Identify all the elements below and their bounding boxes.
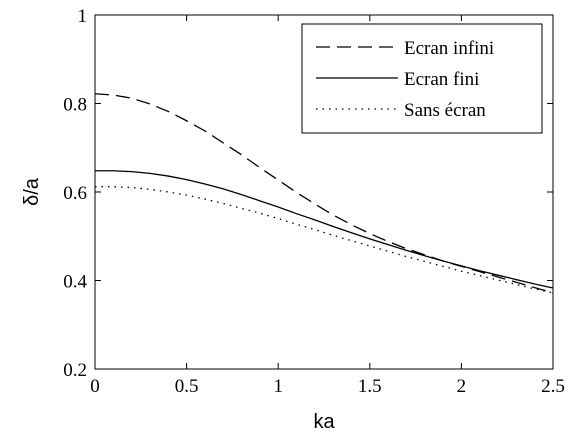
series-line-2	[95, 170, 554, 289]
x-tick-label: 0.5	[175, 376, 199, 397]
y-tick-label: 0.2	[63, 360, 87, 381]
y-tick-label: 0.6	[63, 183, 87, 204]
axis-ticks	[94, 14, 554, 370]
x-tick-label: 0	[90, 376, 100, 397]
x-axis-label: ka	[313, 411, 335, 433]
y-tick-label: 0.8	[63, 95, 87, 116]
series-line-3	[95, 186, 554, 294]
legend: Ecran infini Ecran fini Sans écran	[301, 23, 543, 134]
legend-label-3: Sans écran	[404, 100, 486, 121]
x-tick-label: 1	[273, 376, 283, 397]
series-line-1	[94, 93, 554, 294]
y-tick-label: 0.4	[63, 272, 87, 293]
y-tick-label: 1	[78, 6, 88, 27]
y-axis-label: δ/a	[21, 177, 43, 206]
legend-label-1: Ecran infini	[404, 38, 494, 59]
x-tick-label: 2	[457, 376, 467, 397]
axis-tick-labels: 0 0.5 1 1.5 2 2.5 0.2 0.4 0.6 0.8 1	[63, 6, 565, 397]
x-tick-label: 2.5	[541, 376, 565, 397]
x-tick-label: 1.5	[358, 376, 382, 397]
legend-label-2: Ecran fini	[404, 69, 479, 90]
series-lines	[94, 93, 554, 294]
